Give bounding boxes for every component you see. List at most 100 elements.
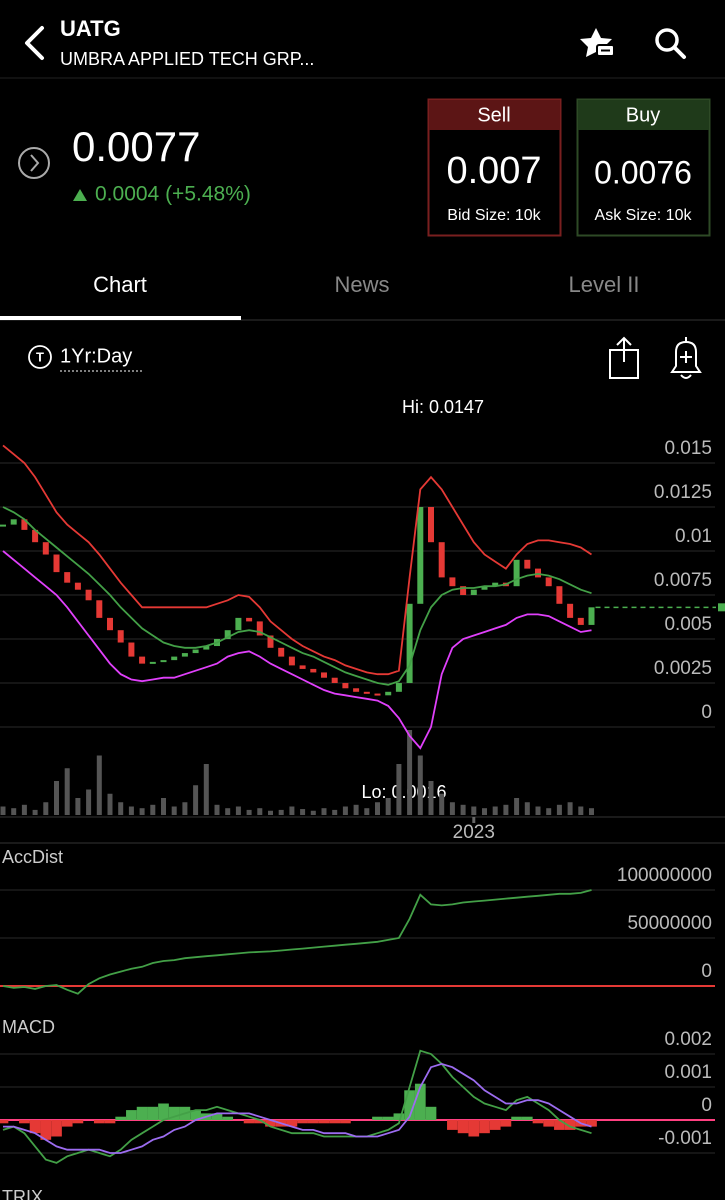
buy-button[interactable]: Buy 0.0076 Ask Size: 10k (576, 98, 711, 237)
candle (524, 559, 531, 569)
candle (449, 577, 456, 587)
y-tick-label: 0.0075 (654, 570, 712, 591)
series-line (2, 889, 592, 995)
tab[interactable]: News (334, 272, 389, 297)
histogram-bar (222, 1116, 234, 1120)
candle (545, 577, 552, 587)
back-button[interactable] (25, 26, 44, 60)
expand-button[interactable] (18, 147, 50, 179)
volume-bar (332, 809, 338, 815)
period-icon: T (28, 345, 52, 369)
company-name: UMBRA APPLIED TECH GRP... (60, 49, 314, 69)
volume-bar (546, 808, 552, 815)
volume-bar (535, 806, 541, 815)
candle (556, 586, 563, 604)
y-tick-label: 0 (701, 1095, 712, 1116)
y-tick-label: 0 (701, 961, 712, 982)
volume-bar (353, 804, 359, 815)
volume-bar (310, 810, 316, 815)
candle (299, 665, 306, 669)
histogram-bar (500, 1120, 512, 1127)
volume-bar (11, 808, 17, 815)
histogram-bar (29, 1120, 41, 1134)
histogram-bar (447, 1120, 458, 1130)
candle (385, 691, 392, 696)
volume-bar (385, 798, 391, 815)
volume-bar (278, 809, 284, 815)
up-arrow (73, 189, 87, 201)
tab[interactable]: Chart (93, 272, 147, 297)
candle (139, 656, 146, 664)
candle (374, 693, 381, 696)
watchlist-button[interactable] (580, 28, 615, 57)
volume-bar (75, 798, 81, 815)
candle (395, 683, 402, 692)
volume-bar (43, 802, 49, 815)
search-button[interactable] (655, 28, 686, 59)
candle (246, 617, 253, 622)
panel-title: TRIX (2, 1187, 43, 1200)
volume-bar (214, 804, 220, 815)
histogram-bar (254, 1120, 266, 1124)
x-tick-label: 2023 (453, 822, 495, 843)
bid-size: Bid Size: 10k (447, 207, 541, 224)
volume-bar (482, 808, 487, 815)
candle (10, 519, 17, 525)
volume-bar (118, 802, 124, 815)
volume-bar (128, 806, 134, 815)
volume-bar (0, 806, 6, 815)
candle (438, 542, 445, 578)
volume-bar (289, 806, 295, 815)
tab-indicator (0, 316, 241, 320)
volume-bar (161, 798, 166, 815)
candle (331, 677, 338, 683)
volume-bar (589, 808, 594, 815)
candle (363, 691, 370, 694)
volume-bar (32, 809, 38, 815)
candle (417, 507, 424, 604)
volume-bar (300, 809, 306, 815)
volume-bar (171, 806, 177, 815)
histogram-bar (243, 1120, 255, 1124)
volume-bar (364, 808, 370, 815)
histogram-bar (19, 1120, 30, 1124)
volume-bar (225, 808, 231, 815)
volume-bar (193, 785, 199, 815)
share-button[interactable] (609, 336, 639, 379)
series-line (2, 550, 592, 750)
tab[interactable]: Level II (569, 272, 640, 297)
series-line (2, 444, 592, 676)
histogram-bar (72, 1120, 84, 1124)
candle (256, 621, 263, 636)
volume-bar (268, 810, 273, 815)
histogram-bar (190, 1110, 201, 1120)
alert-button[interactable] (670, 337, 702, 379)
candle (235, 617, 242, 631)
volume-bar (396, 764, 402, 815)
volume-bar (139, 808, 145, 815)
y-tick-label: 0.005 (664, 614, 712, 635)
histogram-bar (489, 1120, 501, 1130)
candle (107, 617, 113, 631)
last-price: 0.0077 (72, 123, 200, 170)
volume-bar (439, 793, 445, 815)
candle (224, 630, 231, 639)
candle (406, 603, 413, 683)
y-tick-label: 100000000 (617, 865, 712, 886)
volume-bar (235, 806, 241, 815)
candle (342, 683, 349, 689)
candle (96, 600, 103, 618)
sell-button[interactable]: Sell 0.007 Bid Size: 10k (427, 98, 562, 237)
histogram-bar (457, 1120, 469, 1134)
volume-bar (342, 806, 348, 815)
histogram-bar (425, 1106, 437, 1120)
ask-price: 0.0076 (594, 154, 692, 190)
histogram-bar (147, 1106, 159, 1120)
volume-bar (407, 730, 413, 815)
period-selector[interactable]: 1Yr:Day (60, 345, 132, 367)
buy-label: Buy (626, 104, 660, 126)
candle (85, 589, 92, 601)
histogram-bar (307, 1120, 319, 1124)
y-tick-label: 0.0025 (654, 658, 712, 679)
candle (278, 647, 285, 657)
